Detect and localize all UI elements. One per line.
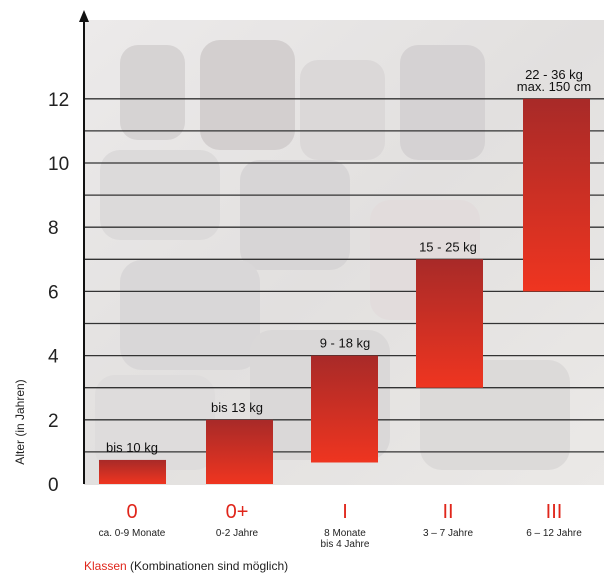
y-tick-label: 6 [48, 282, 59, 303]
class-label: II [442, 501, 453, 523]
footnote-rest: (Kombinationen sind möglich) [127, 559, 288, 573]
bar-weight-label: 15 - 25 kg [419, 239, 477, 254]
bar-class-2 [206, 419, 273, 484]
bar-weight-label: bis 10 kg [106, 440, 158, 455]
class-label: 0 [126, 501, 137, 523]
class-label: III [546, 501, 563, 523]
class-label: I [342, 501, 348, 523]
y-axis [79, 10, 89, 484]
age-range-label: ca. 0-9 Monate [99, 528, 166, 539]
bars [99, 98, 590, 484]
bar-class-1 [99, 459, 166, 484]
y-axis-ticks: 0 2 4 6 8 10 12 [48, 90, 69, 496]
y-tick-label: 12 [48, 90, 69, 111]
bar-class-4 [416, 259, 483, 388]
y-tick-label: 8 [48, 218, 59, 239]
bar-weight-label: 9 - 18 kg [320, 336, 371, 351]
bar-class-5 [523, 98, 590, 292]
age-range-label: bis 4 Jahre [321, 539, 370, 550]
y-axis-label: Alter (in Jahren) [13, 379, 27, 464]
bar-class-3 [311, 355, 378, 463]
bar-weight-label: 22 - 36 kg [525, 67, 583, 82]
age-range-label: 8 Monate [324, 528, 366, 539]
y-tick-label: 10 [48, 154, 69, 175]
y-tick-label: 0 [48, 475, 59, 496]
bar-labels: bis 10 kg bis 13 kg 9 - 18 kg 15 - 25 kg 22 … [106, 67, 591, 455]
age-range-label: 3 – 7 Jahre [423, 528, 473, 539]
y-tick-label: 2 [48, 411, 59, 432]
footnote-accent: Klassen [84, 559, 127, 573]
y-tick-label: 4 [48, 347, 59, 368]
class-label: 0+ [226, 501, 249, 523]
axis-arrow-icon [79, 10, 89, 22]
age-range-label: 6 – 12 Jahre [526, 528, 582, 539]
footnote: Klassen (Kombinationen sind möglich) [84, 559, 288, 573]
bar-weight-label: max. 150 cm [517, 79, 591, 94]
bar-weight-label: bis 13 kg [211, 400, 263, 415]
class-labels: 0 0+ I II III [126, 501, 562, 523]
age-range-label: 0-2 Jahre [216, 528, 259, 539]
background-photo [84, 20, 604, 485]
